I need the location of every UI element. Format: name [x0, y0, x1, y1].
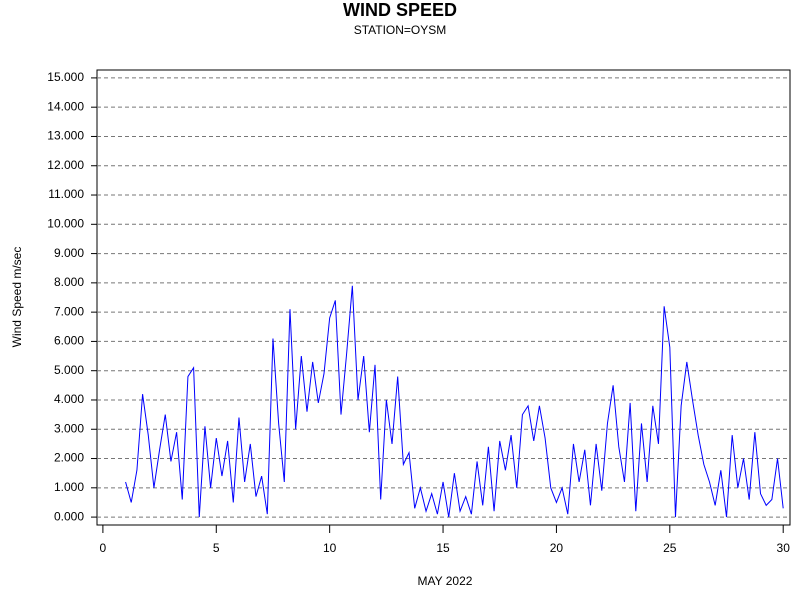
y-tick-label: 5.000: [54, 363, 84, 377]
x-tick-label: 25: [663, 541, 677, 555]
y-tick-label: 1.000: [54, 480, 84, 494]
y-tick-label: 9.000: [54, 246, 84, 260]
x-tick-label: 0: [100, 541, 107, 555]
chart-title: WIND SPEED: [343, 0, 457, 20]
y-tick-label: 6.000: [54, 334, 84, 348]
x-tick-label: 5: [213, 541, 220, 555]
x-axis-label: MAY 2022: [418, 574, 473, 588]
y-tick-label: 10.000: [47, 216, 84, 230]
y-tick-label: 12.000: [47, 158, 84, 172]
plot-frame: [96, 69, 791, 526]
y-tick-label: 13.000: [47, 129, 84, 143]
y-tick-label: 8.000: [54, 275, 84, 289]
data-line: [125, 285, 784, 518]
x-tick-label: 15: [436, 541, 450, 555]
y-tick-label: 0.000: [54, 509, 84, 523]
y-tick-label: 14.000: [47, 99, 84, 113]
chart-subtitle: STATION=OYSM: [354, 23, 447, 37]
y-tick-label: 11.000: [48, 187, 84, 201]
y-axis-label: Wind Speed m/sec: [10, 247, 24, 348]
y-tick-label: 2.000: [54, 451, 84, 465]
y-tick-label: 15.000: [47, 70, 84, 84]
x-tick-label: 30: [777, 541, 791, 555]
x-tick-label: 20: [550, 541, 564, 555]
y-tick-label: 7.000: [54, 304, 84, 318]
y-tick-label: 4.000: [54, 392, 84, 406]
x-tick-label: 10: [323, 541, 337, 555]
y-tick-label: 3.000: [54, 421, 84, 435]
